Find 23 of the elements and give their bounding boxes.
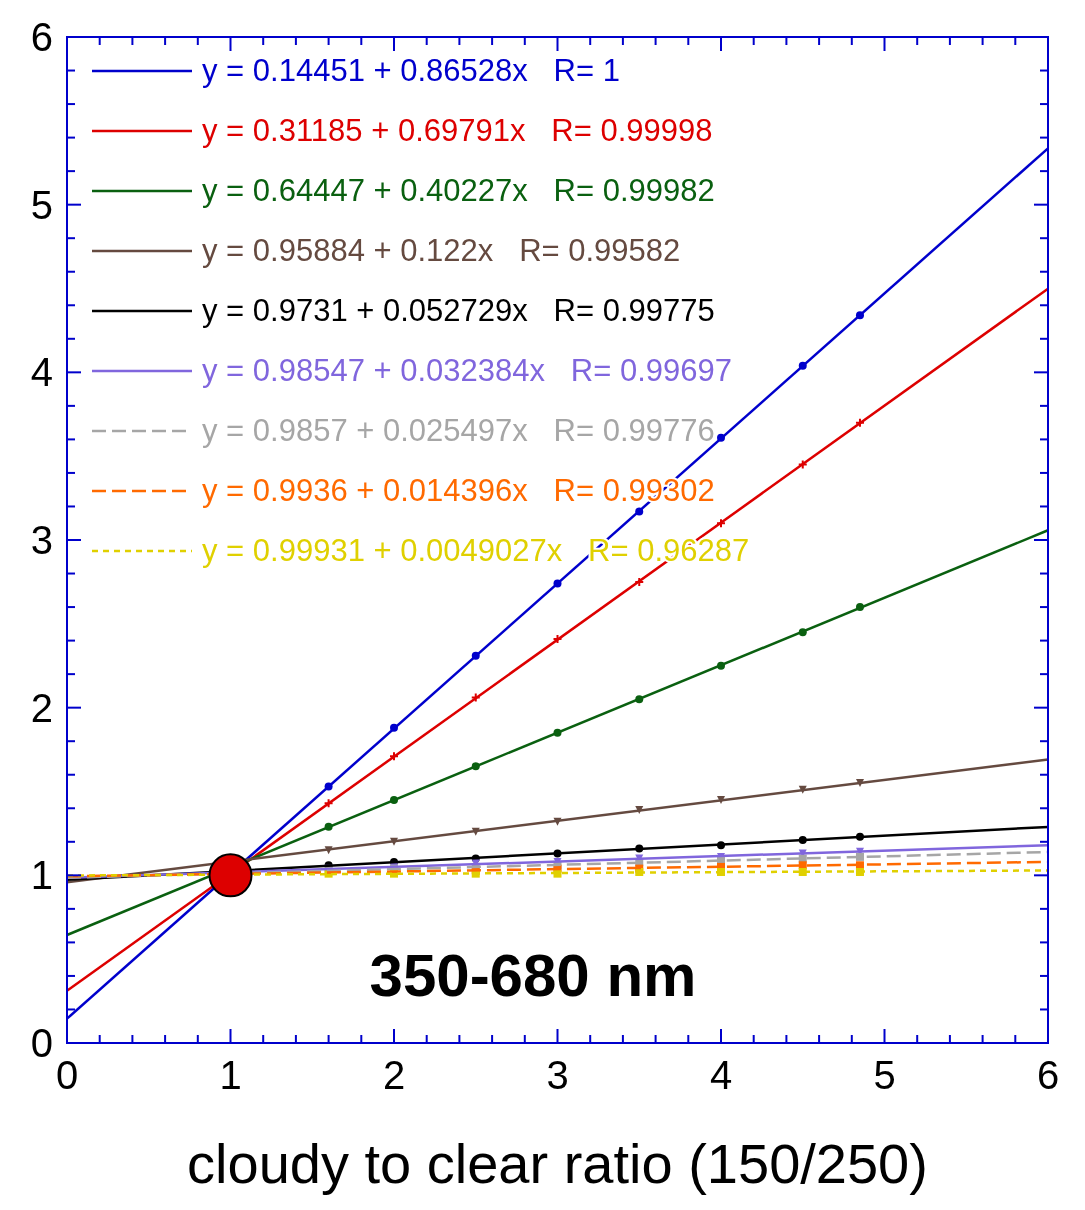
annotation: 350-680 nm [369, 942, 697, 1010]
legend-label: y = 0.14451 + 0.86528x R= 1 [202, 53, 620, 88]
x-tick-label: 5 [873, 1053, 896, 1097]
y-tick-label: 3 [30, 518, 53, 562]
legend-label: y = 0.98547 + 0.032384x R= 0.99697 [202, 353, 733, 388]
legend-label: y = 0.9731 + 0.052729x R= 0.99775 [202, 293, 715, 328]
y-tick-label: 4 [30, 350, 53, 395]
point [553, 869, 562, 878]
x-tick-label: 2 [382, 1053, 406, 1097]
x-tick-label: 4 [709, 1053, 733, 1097]
legend-label: y = 0.31185 + 0.69791x R= 0.99998 [202, 113, 713, 148]
x-tick-label: 3 [546, 1053, 569, 1097]
y-tick-label: 2 [30, 685, 53, 730]
x-axis-title: cloudy to clear ratio (150/250) [187, 1132, 928, 1195]
y-tick-label: 6 [30, 15, 53, 59]
x-tick-label: 1 [219, 1053, 242, 1097]
legend-label: y = 0.64447 + 0.40227x R= 0.99982 [202, 173, 715, 208]
y-tick-label: 0 [30, 1021, 53, 1065]
y-tick-label: 5 [30, 182, 53, 227]
x-tick-label: 6 [1036, 1053, 1060, 1097]
y-tick-label: 1 [30, 853, 53, 898]
legend-label: y = 0.9857 + 0.025497x R= 0.99776 [202, 413, 715, 448]
legend-label: y = 0.95884 + 0.122x R= 0.99582 [202, 233, 681, 268]
